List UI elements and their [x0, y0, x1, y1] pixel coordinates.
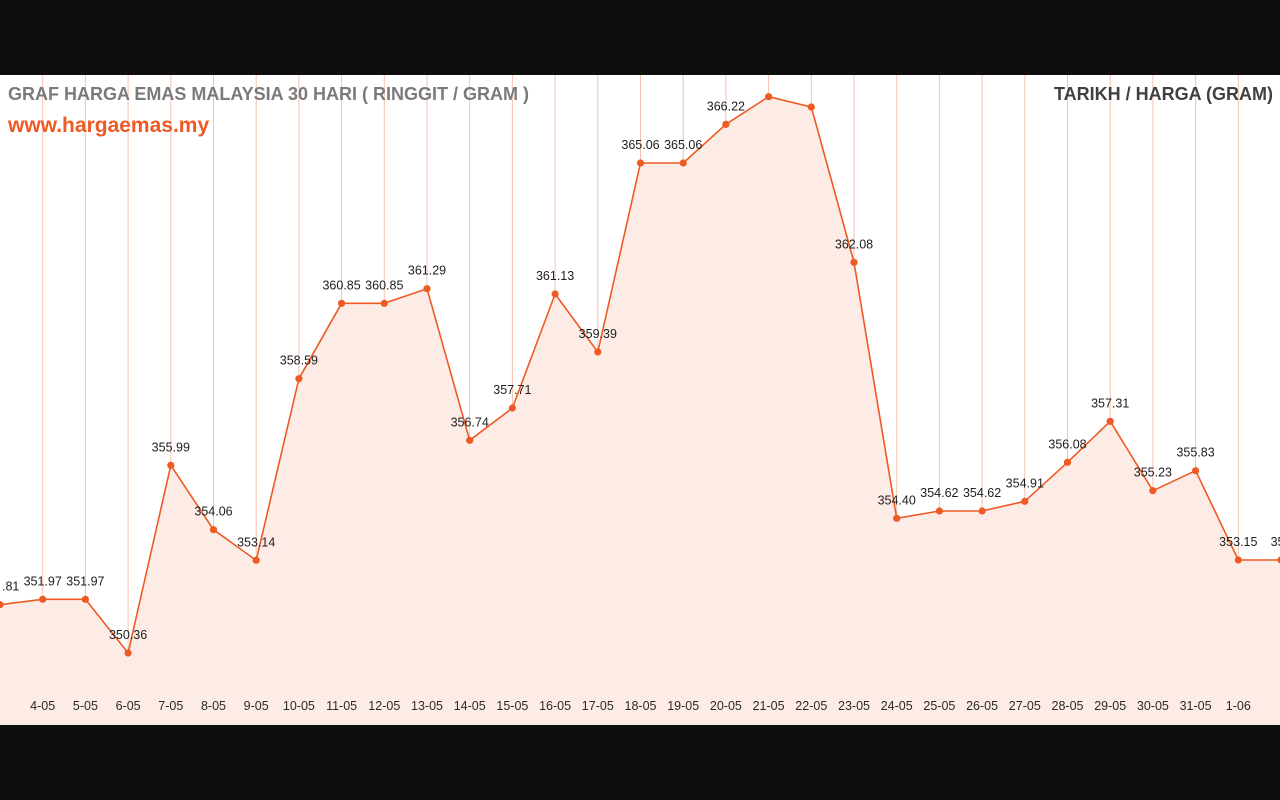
- value-label-31-05: 355.83: [1176, 446, 1214, 460]
- tick-label-18-05: 18-05: [625, 699, 657, 713]
- value-label-8-05: 354.06: [194, 505, 232, 519]
- value-label-5-05: 351.97: [66, 574, 104, 588]
- value-label-24-05: 354.40: [878, 493, 916, 507]
- tick-label-20-05: 20-05: [710, 699, 742, 713]
- data-point-3-05[interactable]: [0, 601, 4, 609]
- tick-label-29-05: 29-05: [1094, 699, 1126, 713]
- data-point-4-05[interactable]: [39, 595, 47, 603]
- value-label-19-05: 365.06: [664, 138, 702, 152]
- data-point-25-05[interactable]: [935, 507, 944, 515]
- tick-label-11-05: 11-05: [326, 699, 357, 713]
- value-label-4-05: 351.97: [24, 574, 62, 588]
- value-label-12-05: 360.85: [365, 278, 403, 292]
- value-label-26-05: 354.62: [963, 486, 1001, 500]
- tick-label-6-05: 6-05: [116, 699, 141, 713]
- tick-label-12-05: 12-05: [368, 699, 400, 713]
- tick-label-13-05: 13-05: [411, 699, 443, 713]
- data-point-18-05[interactable]: [636, 159, 645, 167]
- tick-label-8-05: 8-05: [201, 699, 226, 713]
- data-point-2-06[interactable]: [1277, 556, 1280, 564]
- data-point-1-06[interactable]: [1234, 556, 1242, 564]
- value-label-13-05: 361.29: [408, 264, 446, 278]
- gold-price-chart: .81 351.97 351.97 350.36 355.99 354.06 353.14 3…: [0, 75, 1280, 725]
- data-point-24-05[interactable]: [893, 514, 901, 522]
- value-label-7-05: 355.99: [152, 440, 190, 454]
- x-axis-ticks: 4-05 5-05 6-05 7-05 8-05 9-05 10-05 11-05 12-05 1…: [30, 699, 1251, 713]
- tick-label-7-05: 7-05: [158, 699, 183, 713]
- data-point-16-05[interactable]: [551, 290, 559, 298]
- tick-label-31-05: 31-05: [1180, 699, 1212, 713]
- value-label-23-05: 362.08: [835, 237, 873, 251]
- tick-label-28-05: 28-05: [1052, 699, 1084, 713]
- data-point-26-05[interactable]: [978, 507, 986, 515]
- value-label-15-05: 357.71: [493, 383, 531, 397]
- chart-title: GRAF HARGA EMAS MALAYSIA 30 HARI ( RINGG…: [8, 84, 530, 104]
- tick-label-14-05: 14-05: [454, 699, 486, 713]
- tick-label-21-05: 21-05: [753, 699, 785, 713]
- tick-label-5-05: 5-05: [73, 699, 98, 713]
- tick-label-27-05: 27-05: [1009, 699, 1041, 713]
- data-point-22-05[interactable]: [807, 103, 815, 111]
- tick-label-17-05: 17-05: [582, 699, 614, 713]
- tick-label-26-05: 26-05: [966, 699, 998, 713]
- value-label-30-05: 355.23: [1134, 466, 1172, 480]
- data-point-19-05[interactable]: [679, 159, 687, 167]
- data-point-28-05[interactable]: [1063, 458, 1072, 466]
- data-labels: .81 351.97 351.97 350.36 355.99 354.06 353.14 3…: [2, 99, 1280, 642]
- data-point-30-05[interactable]: [1149, 487, 1157, 495]
- value-label-28-05: 356.08: [1048, 437, 1086, 451]
- data-point-8-05[interactable]: [209, 526, 218, 534]
- value-label-6-05: 350.36: [109, 628, 147, 642]
- data-point-29-05[interactable]: [1106, 417, 1114, 425]
- value-label-20-05: 366.22: [707, 99, 745, 113]
- data-point-10-05[interactable]: [295, 375, 303, 383]
- data-point-13-05[interactable]: [423, 285, 431, 293]
- data-point-17-05[interactable]: [594, 348, 602, 356]
- tick-label-30-05: 30-05: [1137, 699, 1169, 713]
- value-label-3-05: .81: [2, 580, 19, 594]
- data-point-21-05[interactable]: [765, 93, 773, 101]
- value-label-2-06: 353: [1271, 535, 1280, 549]
- value-label-11-05: 360.85: [322, 278, 360, 292]
- data-point-14-05[interactable]: [466, 436, 474, 444]
- tick-label-24-05: 24-05: [881, 699, 913, 713]
- tick-label-15-05: 15-05: [496, 699, 528, 713]
- chart-website[interactable]: www.hargaemas.my: [8, 114, 210, 137]
- data-point-11-05[interactable]: [338, 299, 346, 307]
- data-point-7-05[interactable]: [167, 461, 175, 469]
- value-label-29-05: 357.31: [1091, 396, 1129, 410]
- data-point-6-05[interactable]: [124, 649, 132, 657]
- data-point-20-05[interactable]: [722, 120, 730, 128]
- tick-label-10-05: 10-05: [283, 699, 315, 713]
- tick-label-23-05: 23-05: [838, 699, 870, 713]
- price-area-fill: [0, 96, 1280, 725]
- value-label-27-05: 354.91: [1006, 476, 1044, 490]
- value-label-9-05: 353.14: [237, 535, 275, 549]
- data-point-5-05[interactable]: [81, 595, 89, 603]
- value-label-18-05: 365.06: [621, 138, 659, 152]
- tick-label-22-05: 22-05: [795, 699, 827, 713]
- tick-label-16-05: 16-05: [539, 699, 571, 713]
- tick-label-1-06: 1-06: [1226, 699, 1251, 713]
- value-label-25-05: 354.62: [920, 486, 958, 500]
- tick-label-4-05: 4-05: [30, 699, 55, 713]
- value-label-10-05: 358.59: [280, 354, 318, 368]
- data-point-12-05[interactable]: [380, 299, 388, 307]
- value-label-16-05: 361.13: [536, 269, 574, 283]
- data-point-31-05[interactable]: [1192, 467, 1200, 475]
- data-point-23-05[interactable]: [850, 258, 858, 266]
- value-label-1-06: 353.15: [1219, 535, 1257, 549]
- value-label-17-05: 359.39: [579, 327, 617, 341]
- value-label-14-05: 356.74: [451, 415, 489, 429]
- data-point-9-05[interactable]: [252, 556, 260, 564]
- tick-label-19-05: 19-05: [667, 699, 699, 713]
- tick-label-9-05: 9-05: [244, 699, 269, 713]
- data-points: [0, 93, 1280, 657]
- chart-panel: .81 351.97 351.97 350.36 355.99 354.06 353.14 3…: [0, 75, 1280, 725]
- data-point-27-05[interactable]: [1021, 497, 1029, 505]
- data-point-15-05[interactable]: [508, 404, 516, 412]
- axis-caption: TARIKH / HARGA (GRAM): [1054, 84, 1273, 104]
- tick-label-25-05: 25-05: [923, 699, 955, 713]
